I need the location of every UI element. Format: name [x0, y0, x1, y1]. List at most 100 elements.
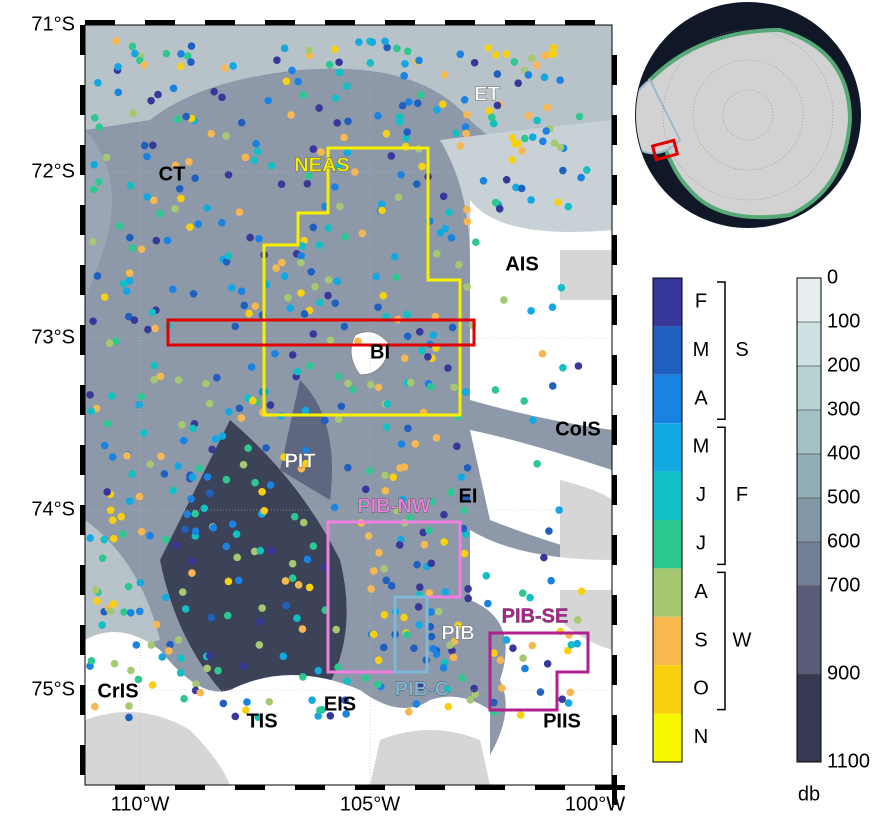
frame-tick [80, 325, 85, 355]
dot [218, 219, 226, 227]
dot [331, 299, 339, 307]
dot [246, 234, 254, 242]
dot [297, 252, 305, 260]
frame-tick [325, 20, 355, 25]
region-label: CT [159, 163, 186, 185]
dot [157, 373, 165, 381]
dot [281, 45, 289, 53]
dot [418, 163, 426, 171]
dot [496, 205, 504, 213]
dot [321, 417, 329, 425]
dot [188, 569, 196, 577]
depth-tick-label: 700 [827, 574, 860, 596]
season-swatch [653, 568, 682, 616]
dot [576, 113, 584, 121]
dot [309, 145, 317, 153]
frame-tick [80, 205, 85, 235]
frame-tick [565, 20, 595, 25]
dot [407, 379, 415, 387]
season-colorbar: FMAMJJASONSFW [653, 278, 752, 762]
frame-tick [205, 20, 235, 25]
dot [307, 268, 315, 276]
dot [224, 612, 232, 620]
dot [333, 278, 341, 286]
dot [498, 684, 506, 692]
depth-swatch [797, 542, 821, 586]
dot [457, 50, 465, 58]
dot [367, 585, 375, 593]
depth-tick-label: 600 [827, 530, 860, 552]
dot [89, 238, 97, 246]
dot [341, 233, 349, 241]
dot [182, 113, 190, 121]
dot [480, 177, 488, 185]
frame-tick [612, 355, 617, 385]
dot [125, 714, 133, 722]
dot [293, 368, 301, 376]
dot [120, 280, 128, 288]
dot [310, 330, 318, 338]
dot [447, 488, 455, 496]
dot [405, 708, 413, 716]
dot [413, 561, 421, 569]
frame-tick [612, 475, 617, 505]
dot [120, 608, 128, 616]
dot [388, 582, 396, 590]
frame-tick [80, 505, 85, 535]
frame-tick [355, 785, 385, 790]
dot [248, 363, 256, 371]
dot [138, 245, 146, 253]
dot [403, 311, 411, 319]
region-label: PIT [284, 450, 315, 472]
dot [225, 408, 233, 416]
dot [127, 182, 135, 190]
depth-tick-label: 200 [827, 354, 860, 376]
dot [129, 110, 137, 118]
dot [440, 511, 448, 519]
dot [492, 386, 500, 394]
dot [157, 452, 165, 460]
dot [520, 397, 528, 405]
dot [464, 585, 472, 593]
dot [184, 510, 192, 518]
month-label: J [696, 484, 706, 506]
frame-tick [265, 20, 295, 25]
dot [191, 174, 199, 182]
dot [220, 700, 228, 708]
dot [442, 588, 450, 596]
dot [229, 62, 237, 70]
dot [110, 535, 118, 543]
dot [189, 425, 197, 433]
dot [207, 130, 215, 138]
dot [190, 290, 198, 298]
dot [177, 669, 185, 677]
frame-tick [80, 685, 85, 715]
frame-tick [415, 785, 445, 790]
dot [238, 119, 246, 127]
season-bracket [717, 572, 725, 709]
dot [462, 388, 470, 396]
region-label: PIIS [543, 710, 581, 732]
dot [137, 579, 145, 587]
dot [503, 50, 511, 58]
dot [180, 695, 188, 703]
month-label: A [694, 581, 708, 603]
region-label: ET [474, 83, 500, 105]
dot [316, 299, 324, 307]
month-label: A [694, 387, 708, 409]
depth-tick-label: 0 [827, 266, 838, 288]
dot [529, 416, 537, 424]
dot [206, 400, 214, 408]
dot [112, 37, 120, 45]
dot [471, 59, 479, 67]
dot [380, 565, 388, 573]
dot [191, 510, 199, 518]
dot [158, 653, 166, 661]
dot [519, 589, 527, 597]
dot [110, 600, 118, 608]
dot [344, 464, 352, 472]
dot [401, 463, 409, 471]
region-label: EI [459, 485, 478, 507]
dot [533, 61, 541, 69]
